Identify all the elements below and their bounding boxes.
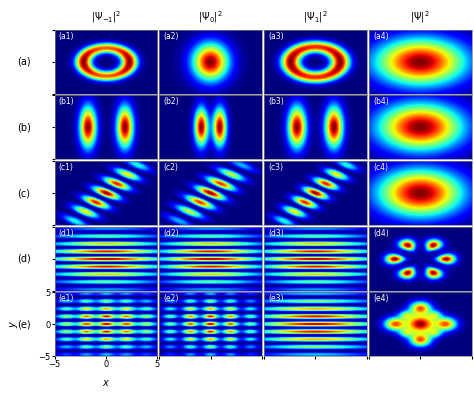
Text: (e4): (e4) (373, 294, 388, 303)
Text: (d4): (d4) (373, 228, 389, 238)
Text: (c3): (c3) (268, 163, 283, 172)
Text: (c2): (c2) (164, 163, 178, 172)
Text: (d2): (d2) (164, 228, 179, 238)
Text: $y$: $y$ (8, 320, 20, 328)
Text: (d): (d) (17, 254, 31, 263)
Text: (b2): (b2) (164, 98, 179, 106)
Text: (b1): (b1) (59, 98, 74, 106)
Text: (a1): (a1) (59, 32, 74, 41)
Text: $|\Psi|^2$: $|\Psi|^2$ (410, 9, 430, 25)
Text: (a): (a) (17, 57, 30, 67)
Text: (e2): (e2) (164, 294, 179, 303)
Text: (e): (e) (17, 319, 30, 329)
Text: (c): (c) (17, 188, 30, 198)
Text: (b): (b) (17, 123, 31, 133)
Text: (a3): (a3) (268, 32, 284, 41)
Text: (e3): (e3) (268, 294, 283, 303)
Text: (a4): (a4) (373, 32, 389, 41)
Text: (c1): (c1) (59, 163, 73, 172)
Text: (b3): (b3) (268, 98, 284, 106)
Text: (d1): (d1) (59, 228, 74, 238)
Text: (d3): (d3) (268, 228, 284, 238)
Text: (e1): (e1) (59, 294, 74, 303)
Text: $|\Psi_1|^2$: $|\Psi_1|^2$ (303, 9, 328, 25)
Text: $|\Psi_0|^2$: $|\Psi_0|^2$ (199, 9, 223, 25)
Text: (c4): (c4) (373, 163, 388, 172)
Text: (a2): (a2) (164, 32, 179, 41)
Text: $x$: $x$ (102, 378, 110, 388)
Text: $|\Psi_{-1}|^2$: $|\Psi_{-1}|^2$ (91, 9, 121, 25)
Text: (b4): (b4) (373, 98, 389, 106)
